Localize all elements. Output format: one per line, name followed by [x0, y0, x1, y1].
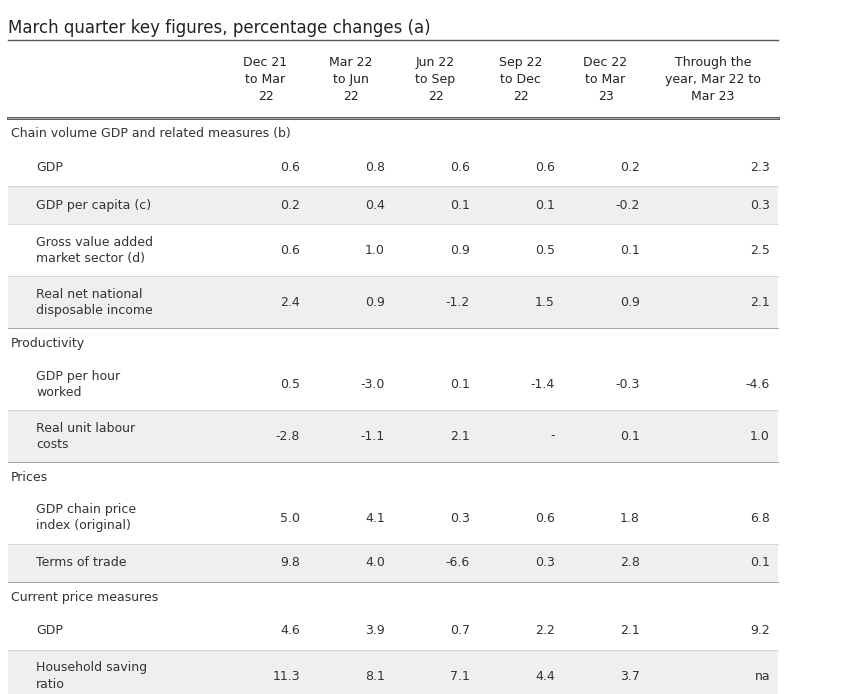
Text: 2.4: 2.4: [280, 296, 300, 309]
Text: 4.1: 4.1: [365, 511, 385, 525]
Bar: [8, 650, 778, 694]
Text: 4.4: 4.4: [535, 670, 555, 682]
Text: GDP chain price
index (original): GDP chain price index (original): [36, 504, 136, 532]
Text: -3.0: -3.0: [361, 378, 385, 391]
Text: -: -: [551, 430, 555, 443]
Text: 7.1: 7.1: [450, 670, 470, 682]
Text: Real net national
disposable income: Real net national disposable income: [36, 287, 153, 316]
Text: 0.9: 0.9: [450, 244, 470, 257]
Text: 0.1: 0.1: [750, 557, 770, 570]
Text: -1.1: -1.1: [361, 430, 385, 443]
Text: Through the
year, Mar 22 to
Mar 23: Through the year, Mar 22 to Mar 23: [665, 56, 761, 103]
Text: Dec 22
to Mar
23: Dec 22 to Mar 23: [583, 56, 627, 103]
Text: 1.5: 1.5: [535, 296, 555, 309]
Text: 0.6: 0.6: [535, 511, 555, 525]
Text: -4.6: -4.6: [746, 378, 770, 391]
Text: na: na: [754, 670, 770, 682]
Text: 0.1: 0.1: [535, 198, 555, 212]
Text: 0.9: 0.9: [365, 296, 385, 309]
Text: 2.1: 2.1: [450, 430, 470, 443]
Text: 9.2: 9.2: [750, 625, 770, 638]
Text: 0.3: 0.3: [535, 557, 555, 570]
Text: -0.2: -0.2: [615, 198, 640, 212]
Text: GDP: GDP: [36, 160, 63, 174]
Text: 2.3: 2.3: [750, 160, 770, 174]
Text: 0.1: 0.1: [620, 430, 640, 443]
Text: 1.8: 1.8: [620, 511, 640, 525]
Text: -0.3: -0.3: [615, 378, 640, 391]
Text: Jun 22
to Sep
22: Jun 22 to Sep 22: [415, 56, 456, 103]
Text: 2.1: 2.1: [620, 625, 640, 638]
Text: 0.6: 0.6: [280, 244, 300, 257]
Text: Chain volume GDP and related measures (b): Chain volume GDP and related measures (b…: [11, 126, 291, 139]
Text: 1.0: 1.0: [365, 244, 385, 257]
Text: Household saving
ratio: Household saving ratio: [36, 661, 147, 691]
Text: GDP per hour
worked: GDP per hour worked: [36, 369, 120, 398]
Text: 0.1: 0.1: [450, 378, 470, 391]
Text: Gross value added
market sector (d): Gross value added market sector (d): [36, 235, 153, 264]
Bar: [8, 410, 778, 462]
Text: 3.9: 3.9: [365, 625, 385, 638]
Text: 0.6: 0.6: [535, 160, 555, 174]
Text: 8.1: 8.1: [365, 670, 385, 682]
Text: Current price measures: Current price measures: [11, 591, 158, 604]
Text: 4.0: 4.0: [365, 557, 385, 570]
Text: 6.8: 6.8: [750, 511, 770, 525]
Text: 11.3: 11.3: [273, 670, 300, 682]
Bar: [8, 582, 778, 612]
Text: 3.7: 3.7: [620, 670, 640, 682]
Text: Prices: Prices: [11, 471, 48, 484]
Bar: [8, 118, 778, 148]
Text: 4.6: 4.6: [280, 625, 300, 638]
Text: 2.8: 2.8: [620, 557, 640, 570]
Text: -1.2: -1.2: [446, 296, 470, 309]
Text: -6.6: -6.6: [446, 557, 470, 570]
Text: 0.5: 0.5: [280, 378, 300, 391]
Bar: [8, 224, 778, 276]
Text: 1.0: 1.0: [750, 430, 770, 443]
Text: 9.8: 9.8: [280, 557, 300, 570]
Text: Mar 22
to Jun
22: Mar 22 to Jun 22: [329, 56, 372, 103]
Text: -2.8: -2.8: [275, 430, 300, 443]
Bar: [8, 612, 778, 650]
Bar: [8, 358, 778, 410]
Text: 0.7: 0.7: [450, 625, 470, 638]
Text: March quarter key figures, percentage changes (a): March quarter key figures, percentage ch…: [8, 19, 431, 37]
Bar: [8, 148, 778, 186]
Bar: [8, 544, 778, 582]
Text: GDP: GDP: [36, 625, 63, 638]
Text: 0.8: 0.8: [365, 160, 385, 174]
Text: 2.1: 2.1: [750, 296, 770, 309]
Text: Productivity: Productivity: [11, 337, 85, 350]
Text: 0.1: 0.1: [620, 244, 640, 257]
Bar: [8, 492, 778, 544]
Text: -1.4: -1.4: [531, 378, 555, 391]
Text: Dec 21
to Mar
22: Dec 21 to Mar 22: [243, 56, 287, 103]
Text: 0.1: 0.1: [450, 198, 470, 212]
Text: 0.6: 0.6: [450, 160, 470, 174]
Bar: [8, 186, 778, 224]
Text: Real unit labour
costs: Real unit labour costs: [36, 421, 135, 450]
Bar: [8, 328, 778, 358]
Text: 0.4: 0.4: [365, 198, 385, 212]
Text: 0.3: 0.3: [450, 511, 470, 525]
Bar: [8, 462, 778, 492]
Text: 0.2: 0.2: [280, 198, 300, 212]
Text: 0.9: 0.9: [620, 296, 640, 309]
Bar: [8, 276, 778, 328]
Text: 5.0: 5.0: [280, 511, 300, 525]
Text: Terms of trade: Terms of trade: [36, 557, 127, 570]
Text: 0.6: 0.6: [280, 160, 300, 174]
Text: GDP per capita (c): GDP per capita (c): [36, 198, 151, 212]
Text: 0.5: 0.5: [535, 244, 555, 257]
Text: 2.5: 2.5: [750, 244, 770, 257]
Text: 0.2: 0.2: [620, 160, 640, 174]
Text: 2.2: 2.2: [535, 625, 555, 638]
Text: Sep 22
to Dec
22: Sep 22 to Dec 22: [499, 56, 542, 103]
Text: 0.3: 0.3: [750, 198, 770, 212]
